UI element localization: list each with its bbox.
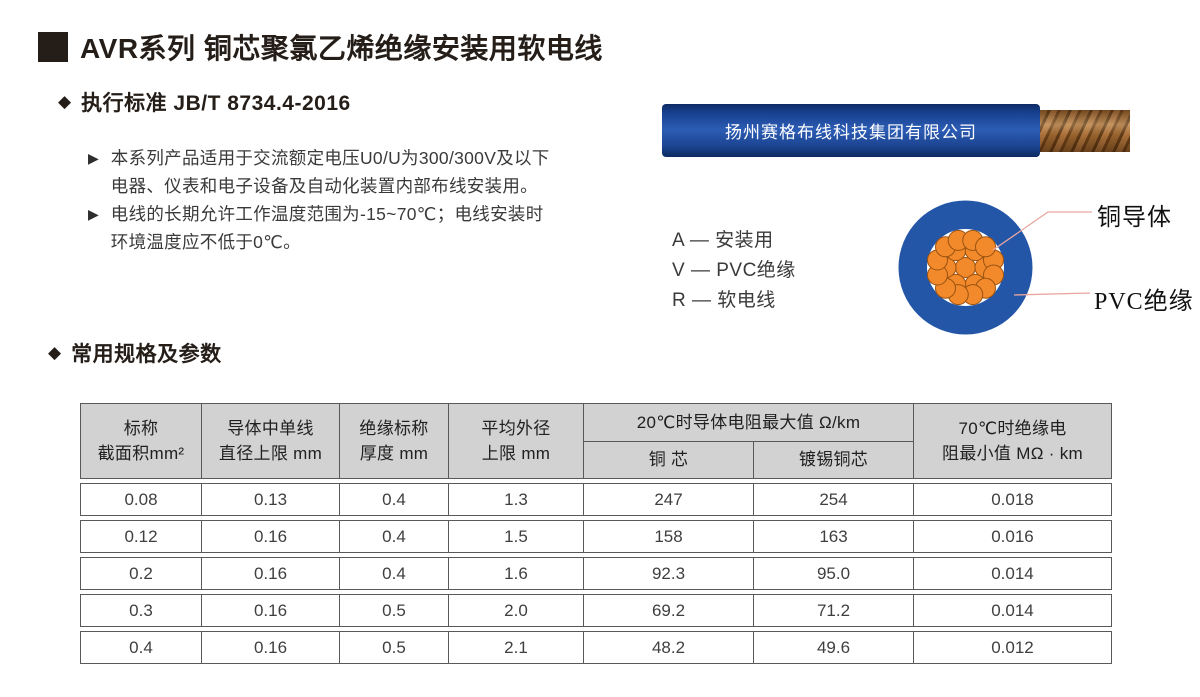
diamond-icon: ◆ (48, 343, 62, 362)
cell: 1.6 (448, 558, 583, 589)
cell: 92.3 (583, 558, 753, 589)
table-row: 0.2 0.16 0.4 1.6 92.3 95.0 0.014 (80, 557, 1112, 590)
col-header-strand-diameter: 导体中单线 直径上限 mm (201, 404, 339, 478)
col-header-mean-od: 平均外径 上限 mm (448, 404, 583, 478)
cell: 254 (753, 484, 913, 515)
title-block: AVR系列 铜芯聚氯乙烯绝缘安装用软电线 (38, 27, 603, 67)
col-header-insulation-thickness: 绝缘标称 厚度 mm (339, 404, 448, 478)
page-title: AVR系列 铜芯聚氯乙烯绝缘安装用软电线 (80, 33, 603, 64)
description-item: ▶ 电线的长期允许工作温度范围为-15~70℃；电线安装时 环境温度应不低于0℃… (88, 200, 618, 256)
wire-brand-text: 扬州赛格布线科技集团有限公司 (725, 123, 977, 142)
cell: 0.2 (129, 563, 153, 583)
specs-heading: ◆ 常用规格及参数 (48, 338, 222, 368)
description-text: 本系列产品适用于交流额定电压U0/U为300/300V及以下 电器、仪表和电子设… (110, 148, 550, 196)
spec-table: 标称 截面积mm² 导体中单线 直径上限 mm 绝缘标称 厚度 mm 平均外径 … (80, 403, 1112, 664)
wire-cross-section (898, 200, 1033, 335)
cell: 2.1 (448, 632, 583, 663)
cell: 0.012 (913, 632, 1111, 663)
col-header-copper-core: 铜 芯 (583, 441, 753, 478)
cell: 0.16 (201, 595, 339, 626)
cell: 71.2 (753, 595, 913, 626)
standard-heading-text: 执行标准 JB/T 8734.4-2016 (81, 92, 351, 115)
cell: 158 (583, 521, 753, 552)
cell: 1.5 (448, 521, 583, 552)
cell: 0.018 (913, 484, 1111, 515)
cell: 0.5 (339, 632, 448, 663)
cell: 0.16 (201, 558, 339, 589)
cell: 0.4 (339, 558, 448, 589)
triangle-bullet-icon: ▶ (88, 206, 99, 222)
wire-photo: 扬州赛格布线科技集团有限公司 (662, 104, 1040, 157)
cell: 0.4 (339, 484, 448, 515)
cell: 2.0 (448, 595, 583, 626)
copper-strands (927, 229, 1004, 306)
description-list: ▶ 本系列产品适用于交流额定电压U0/U为300/300V及以下 电器、仪表和电… (88, 144, 618, 256)
table-header: 标称 截面积mm² 导体中单线 直径上限 mm 绝缘标称 厚度 mm 平均外径 … (80, 403, 1112, 479)
col-header-tinned-copper-core: 镀锡铜芯 (753, 441, 913, 478)
cell: 163 (753, 521, 913, 552)
description-text: 电线的长期允许工作温度范围为-15~70℃；电线安装时 环境温度应不低于0℃。 (110, 204, 544, 252)
insulation-label: PVC绝缘 (1094, 289, 1194, 315)
section-square-icon (38, 32, 68, 62)
cell: 0.12 (124, 526, 158, 546)
col-header-insulation-resistance: 70℃时绝缘电 阻最小值 MΩ · km (913, 404, 1111, 478)
cell: 0.4 (339, 521, 448, 552)
cell: 0.5 (339, 595, 448, 626)
table-row: 0.3 0.16 0.5 2.0 69.2 71.2 0.014 (80, 594, 1112, 627)
cell: 48.2 (583, 632, 753, 663)
table-row: 0.08 0.13 0.4 1.3 247 254 0.018 (80, 483, 1112, 516)
cell: 95.0 (753, 558, 913, 589)
cell: 0.016 (913, 521, 1111, 552)
conductor-label: 铜导体 (1097, 205, 1172, 231)
cell: 49.6 (753, 632, 913, 663)
cell: 247 (583, 484, 753, 515)
cell: 69.2 (583, 595, 753, 626)
cell: 0.16 (201, 632, 339, 663)
legend-item: V — PVC绝缘 (672, 260, 796, 281)
cell: 1.3 (448, 484, 583, 515)
specs-heading-text: 常用规格及参数 (71, 343, 222, 366)
cell: 0.13 (201, 484, 339, 515)
cell: 0.08 (124, 489, 158, 509)
col-header-nominal-area: 标称 截面积mm² (97, 418, 185, 464)
description-item: ▶ 本系列产品适用于交流额定电压U0/U为300/300V及以下 电器、仪表和电… (88, 144, 618, 200)
legend-item: A — 安装用 (672, 230, 774, 251)
code-legend: A — 安装用 V — PVC绝缘 R — 软电线 (672, 226, 796, 316)
cell: 0.4 (129, 637, 153, 657)
copper-strand-end (1040, 110, 1130, 152)
cell: 0.014 (913, 558, 1111, 589)
triangle-bullet-icon: ▶ (88, 150, 99, 166)
table-row: 0.4 0.16 0.5 2.1 48.2 49.6 0.012 (80, 631, 1112, 664)
table-row: 0.12 0.16 0.4 1.5 158 163 0.016 (80, 520, 1112, 553)
cell: 0.014 (913, 595, 1111, 626)
diamond-icon: ◆ (58, 92, 72, 111)
standard-heading: ◆ 执行标准 JB/T 8734.4-2016 (58, 87, 351, 117)
legend-item: R — 软电线 (672, 290, 776, 311)
col-header-resistance-group: 20℃时导体电阻最大值 Ω/km (583, 404, 913, 441)
cell: 0.16 (201, 521, 339, 552)
cell: 0.3 (129, 600, 153, 620)
